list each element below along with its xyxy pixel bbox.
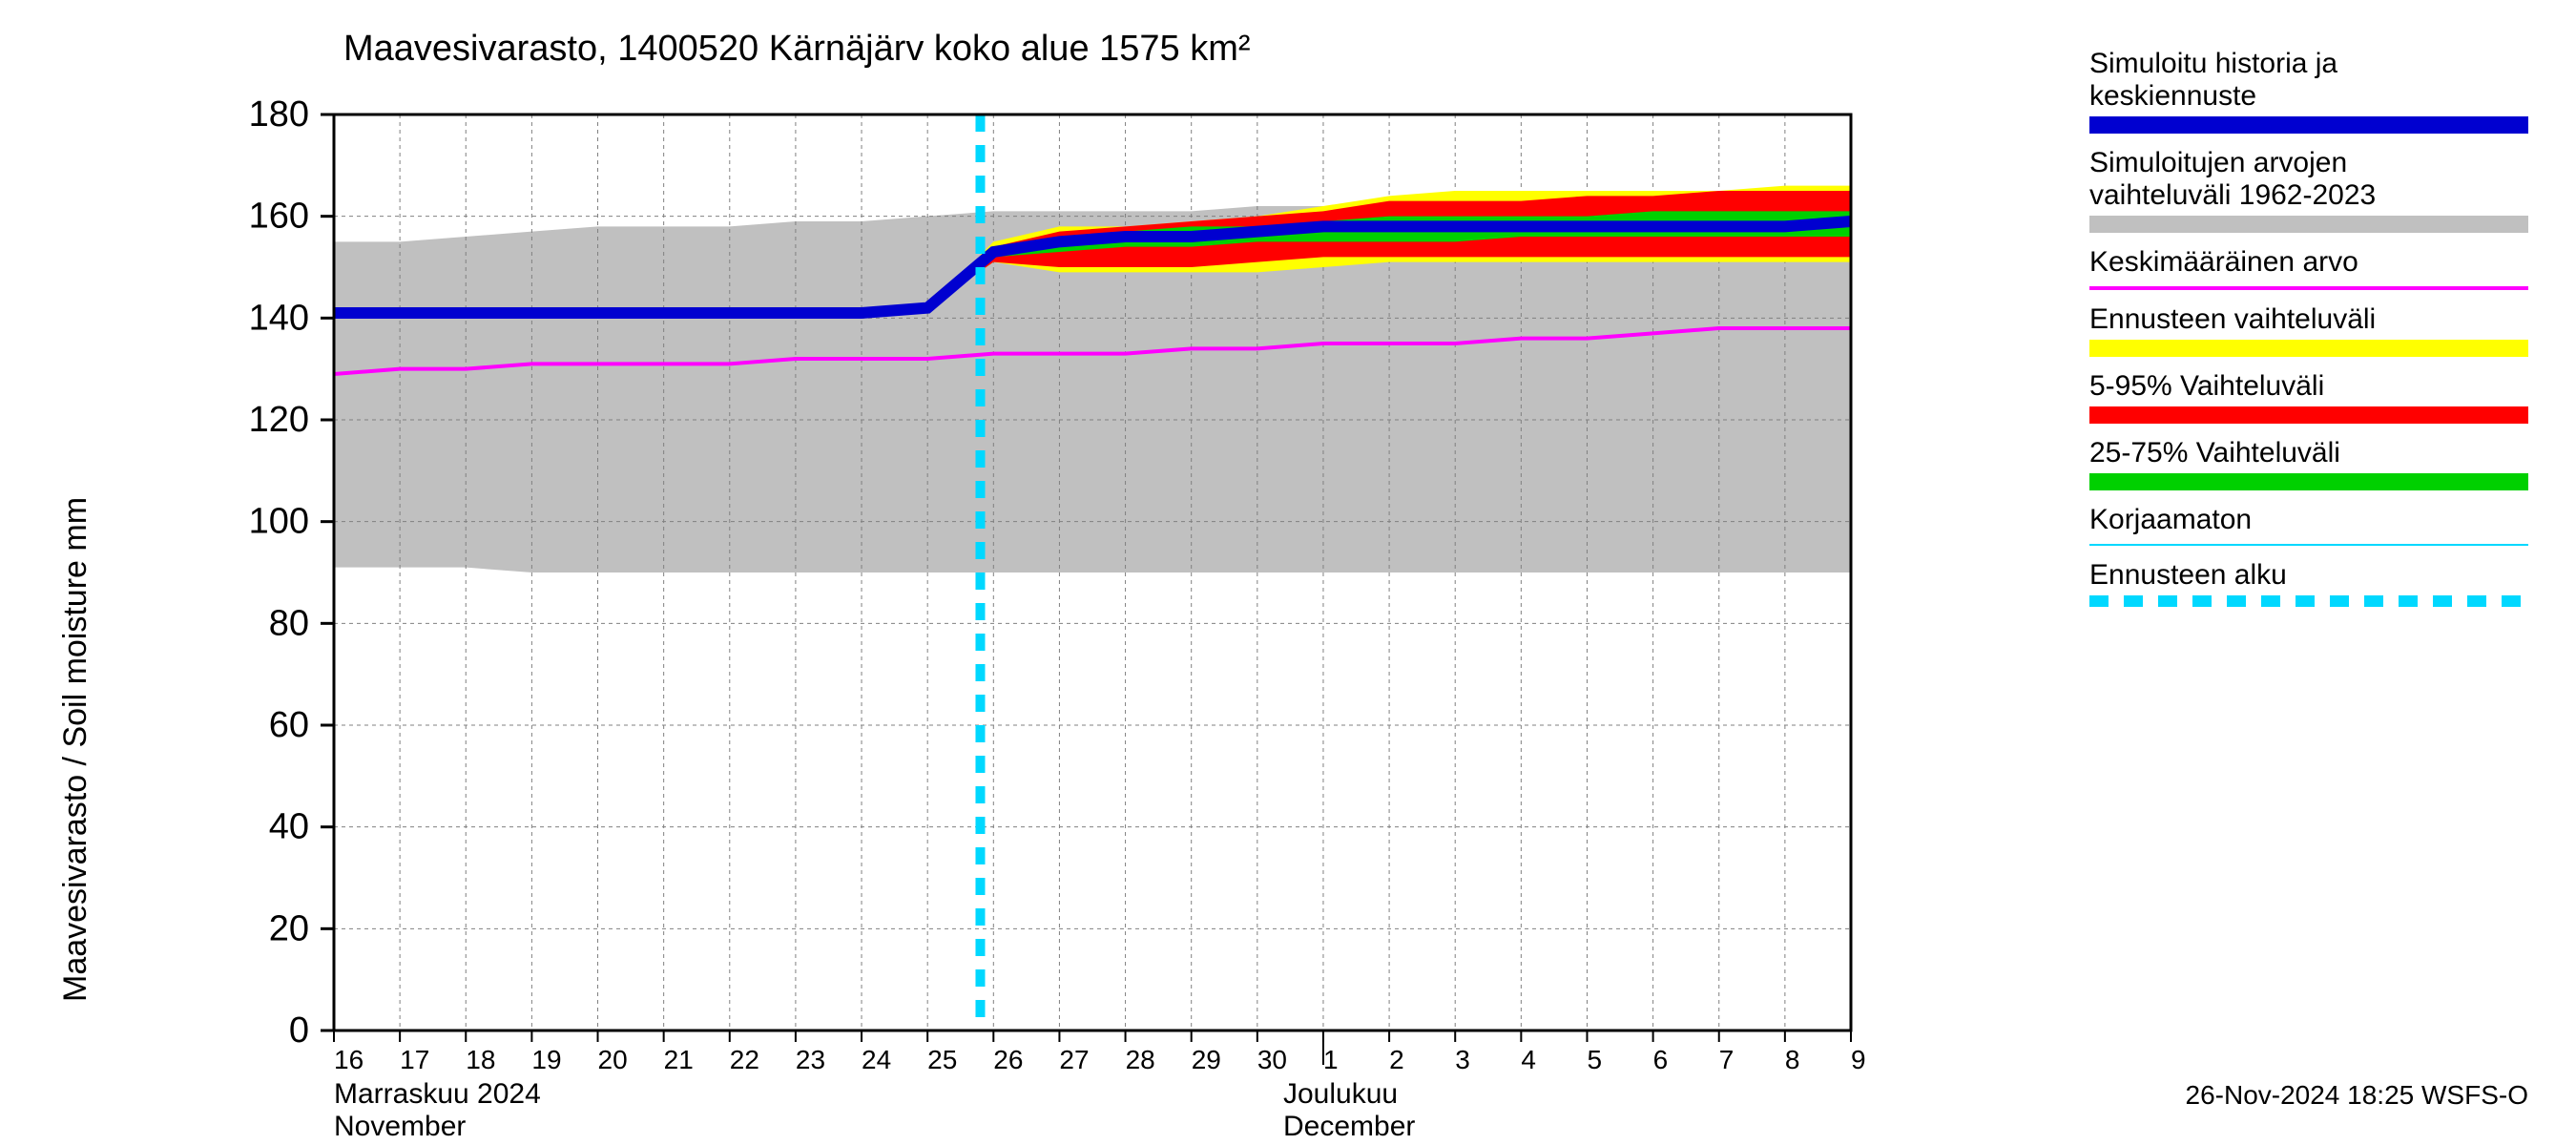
legend-label: Ennusteen alku <box>2089 559 2538 592</box>
chart-title: Maavesivarasto, 1400520 Kärnäjärv koko a… <box>343 29 1251 70</box>
svg-text:40: 40 <box>269 807 309 847</box>
legend-swatch <box>2089 595 2528 607</box>
legend-swatch <box>2089 340 2528 357</box>
svg-text:29: 29 <box>1192 1045 1221 1074</box>
svg-text:24: 24 <box>862 1045 891 1074</box>
svg-text:21: 21 <box>664 1045 694 1074</box>
legend-label: Ennusteen vaihteluväli <box>2089 303 2538 336</box>
legend-swatch <box>2089 406 2528 424</box>
svg-text:18: 18 <box>466 1045 495 1074</box>
legend-item: Simuloitu historia jakeskiennuste <box>2089 48 2538 134</box>
legend-swatch <box>2089 116 2528 134</box>
svg-text:7: 7 <box>1719 1045 1735 1074</box>
svg-text:30: 30 <box>1257 1045 1287 1074</box>
svg-text:20: 20 <box>598 1045 628 1074</box>
svg-text:27: 27 <box>1059 1045 1089 1074</box>
legend: Simuloitu historia jakeskiennusteSimuloi… <box>2089 48 2538 620</box>
svg-text:Joulukuu: Joulukuu <box>1283 1078 1398 1110</box>
svg-text:9: 9 <box>1851 1045 1866 1074</box>
svg-text:8: 8 <box>1785 1045 1800 1074</box>
legend-swatch <box>2089 286 2528 290</box>
legend-item: Keskimääräinen arvo <box>2089 246 2538 290</box>
svg-text:5: 5 <box>1587 1045 1602 1074</box>
svg-text:2: 2 <box>1389 1045 1404 1074</box>
legend-label: Keskimääräinen arvo <box>2089 246 2538 279</box>
y-axis-label: Maavesivarasto / Soil moisture mm <box>57 497 94 1002</box>
legend-swatch <box>2089 544 2528 546</box>
legend-label: Simuloitu historia ja <box>2089 48 2538 80</box>
svg-text:20: 20 <box>269 908 309 948</box>
legend-item: 25-75% Vaihteluväli <box>2089 437 2538 490</box>
svg-text:3: 3 <box>1455 1045 1470 1074</box>
svg-text:80: 80 <box>269 603 309 643</box>
svg-text:November: November <box>334 1111 466 1142</box>
legend-item: Ennusteen vaihteluväli <box>2089 303 2538 357</box>
legend-item: Ennusteen alku <box>2089 559 2538 607</box>
svg-text:6: 6 <box>1653 1045 1669 1074</box>
svg-text:Marraskuu 2024: Marraskuu 2024 <box>334 1078 541 1110</box>
svg-text:180: 180 <box>249 94 309 135</box>
legend-label: 5-95% Vaihteluväli <box>2089 370 2538 403</box>
svg-text:23: 23 <box>796 1045 825 1074</box>
svg-text:16: 16 <box>334 1045 364 1074</box>
legend-label: Simuloitujen arvojen <box>2089 147 2538 179</box>
svg-text:28: 28 <box>1126 1045 1155 1074</box>
svg-text:17: 17 <box>400 1045 429 1074</box>
svg-text:22: 22 <box>730 1045 759 1074</box>
svg-text:26: 26 <box>993 1045 1023 1074</box>
legend-item: Korjaamaton <box>2089 504 2538 546</box>
svg-text:19: 19 <box>531 1045 561 1074</box>
legend-swatch <box>2089 473 2528 490</box>
legend-item: Simuloitujen arvojenvaihteluväli 1962-20… <box>2089 147 2538 233</box>
legend-label: 25-75% Vaihteluväli <box>2089 437 2538 469</box>
chart-footer: 26-Nov-2024 18:25 WSFS-O <box>2186 1080 2529 1111</box>
svg-text:160: 160 <box>249 197 309 237</box>
legend-item: 5-95% Vaihteluväli <box>2089 370 2538 424</box>
legend-label: vaihteluväli 1962-2023 <box>2089 179 2538 212</box>
svg-text:0: 0 <box>289 1010 309 1051</box>
svg-text:120: 120 <box>249 400 309 440</box>
legend-swatch <box>2089 216 2528 233</box>
svg-text:December: December <box>1283 1111 1415 1142</box>
svg-text:1: 1 <box>1323 1045 1339 1074</box>
svg-text:140: 140 <box>249 298 309 338</box>
legend-label: Korjaamaton <box>2089 504 2538 536</box>
svg-text:25: 25 <box>927 1045 957 1074</box>
svg-text:60: 60 <box>269 705 309 745</box>
svg-text:100: 100 <box>249 502 309 542</box>
chart-container: 0204060801001201401601801617181920212223… <box>0 0 2576 1145</box>
legend-label: keskiennuste <box>2089 80 2538 113</box>
svg-text:4: 4 <box>1521 1045 1536 1074</box>
